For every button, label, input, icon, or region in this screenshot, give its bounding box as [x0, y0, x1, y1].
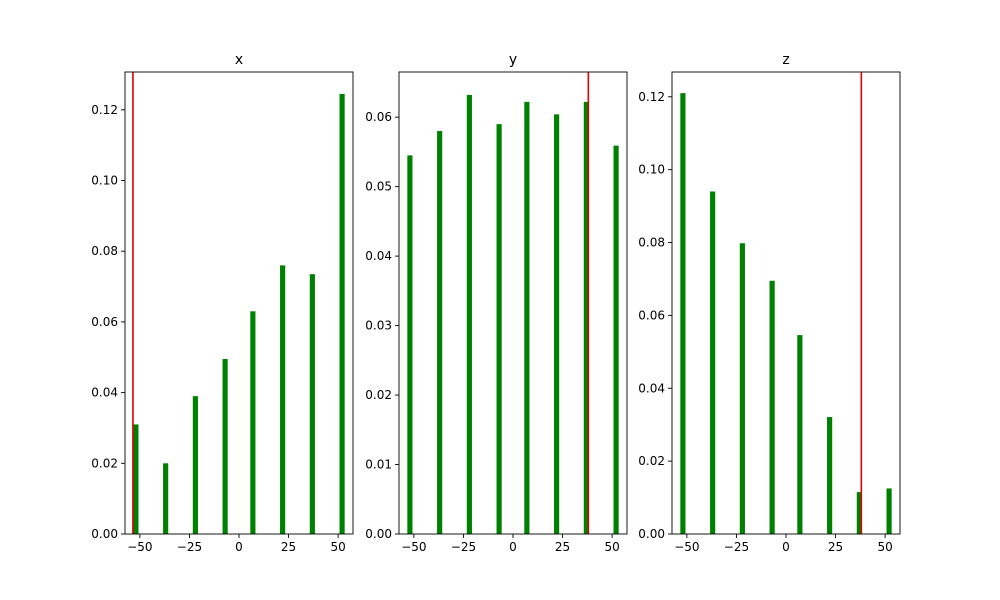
x-tick-label: 25 [828, 540, 843, 554]
bar [163, 463, 169, 534]
bar [827, 417, 833, 534]
bar [339, 93, 345, 535]
subplot-x: x −50 −25 0 25 50 0.00 0.02 0.04 0.06 0.08 0.10 0.1… [91, 52, 354, 554]
bar [309, 274, 315, 534]
bar [280, 265, 286, 534]
y-tick-label: 0.00 [365, 527, 392, 541]
y-tick-label: 0.10 [91, 174, 118, 188]
bar [886, 488, 892, 534]
bar [613, 145, 619, 535]
y-tick-label: 0.12 [638, 90, 665, 104]
x-tick-label: 50 [330, 540, 345, 554]
bar [769, 280, 775, 534]
bar [496, 124, 502, 535]
x-tick-label: −25 [724, 540, 749, 554]
x-tick-label: −50 [401, 540, 426, 554]
y-tick-label: 0.06 [638, 308, 665, 322]
subplot-title: z [782, 52, 789, 68]
y-tick-label: 0.03 [365, 319, 392, 333]
x-tick-label: 0 [782, 540, 790, 554]
bar [466, 94, 472, 534]
x-tick-label: −25 [177, 540, 202, 554]
y-tick-label: 0.01 [365, 458, 392, 472]
y-tick-label: 0.00 [91, 527, 118, 541]
bar [710, 191, 716, 535]
y-tick-label: 0.06 [91, 315, 118, 329]
y-tick-label: 0.02 [365, 388, 392, 402]
y-tick-label: 0.00 [638, 527, 665, 541]
bar [797, 335, 803, 534]
bar [133, 424, 139, 534]
y-tick-label: 0.08 [91, 244, 118, 258]
y-tick-label: 0.05 [365, 180, 392, 194]
y-tick-label: 0.04 [91, 386, 118, 400]
x-tick-label: 25 [281, 540, 296, 554]
y-tick-label: 0.10 [638, 163, 665, 177]
bar [192, 396, 198, 534]
bar [250, 311, 256, 534]
x-tick-label: −25 [451, 540, 476, 554]
bar [407, 155, 413, 535]
x-tick-label: 25 [555, 540, 570, 554]
subplot-y: y −50 −25 0 25 50 0.00 0.01 0.02 0.03 0.04 0.05 0.0… [365, 52, 628, 554]
x-tick-label: 50 [877, 540, 892, 554]
bar [437, 131, 443, 535]
x-tick-label: 50 [604, 540, 619, 554]
bar [739, 243, 745, 534]
x-tick-label: 0 [509, 540, 517, 554]
bar [856, 492, 862, 534]
y-tick-label: 0.12 [91, 103, 118, 117]
bar [524, 101, 530, 534]
subplot-title: y [509, 52, 517, 68]
bar [554, 114, 560, 535]
bar [222, 359, 228, 534]
x-tick-label: −50 [127, 540, 152, 554]
x-tick-label: −50 [674, 540, 699, 554]
y-tick-label: 0.04 [365, 249, 392, 263]
y-tick-label: 0.02 [638, 454, 665, 468]
subplot-z: z −50 −25 0 25 50 0.00 0.02 0.04 0.06 0.08 0.10 0.1… [638, 52, 901, 554]
y-tick-label: 0.02 [91, 456, 118, 470]
y-tick-label: 0.04 [638, 381, 665, 395]
x-tick-label: 0 [235, 540, 243, 554]
bar [680, 93, 686, 534]
bar [583, 101, 589, 534]
y-tick-label: 0.08 [638, 236, 665, 250]
y-tick-label: 0.06 [365, 110, 392, 124]
subplot-title: x [235, 52, 243, 68]
